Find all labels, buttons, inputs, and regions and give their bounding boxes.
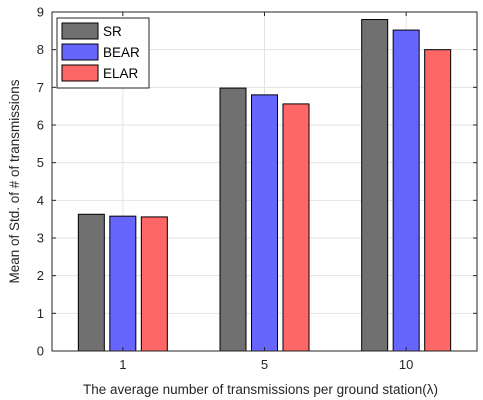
legend-swatch-bear [61,43,99,61]
bar-elar-10 [424,49,452,352]
bar-elar-1 [140,216,168,352]
bar-elar-5 [282,103,310,352]
bar-bear-5 [251,94,278,352]
legend-swatch-sr [61,22,99,40]
axis-ticks: 0 1 2 3 4 5 6 7 8 9 1 5 10 [37,5,477,372]
bar-sr-1 [77,213,105,352]
y-tick-label: 2 [37,268,44,283]
bar-bear-10 [392,29,420,352]
y-tick-label: 0 [37,344,44,359]
y-tick-label: 1 [37,306,44,321]
x-axis-label: The average number of transmissions per … [83,382,438,397]
legend-swatch-elar [61,64,99,82]
y-axis-label: Mean of Std. of # of transmissions [7,79,22,283]
bars [77,19,452,352]
legend: SR BEAR ELAR [56,17,150,89]
y-tick-label: 8 [37,42,44,57]
x-tick-label: 5 [261,357,268,372]
y-tick-label: 9 [37,5,44,20]
x-tick-label: 1 [119,357,126,372]
y-tick-label: 4 [37,193,44,208]
legend-label-bear: BEAR [103,45,140,60]
legend-label-sr: SR [103,24,122,39]
bar-sr-10 [361,19,389,352]
y-tick-label: 3 [37,231,44,246]
legend-label-elar: ELAR [103,66,139,81]
y-tick-label: 7 [37,80,44,95]
bar-bear-1 [109,215,137,352]
bar-sr-5 [219,87,247,352]
y-tick-label: 5 [37,155,44,170]
y-tick-label: 6 [37,118,44,133]
x-tick-label: 10 [399,357,413,372]
